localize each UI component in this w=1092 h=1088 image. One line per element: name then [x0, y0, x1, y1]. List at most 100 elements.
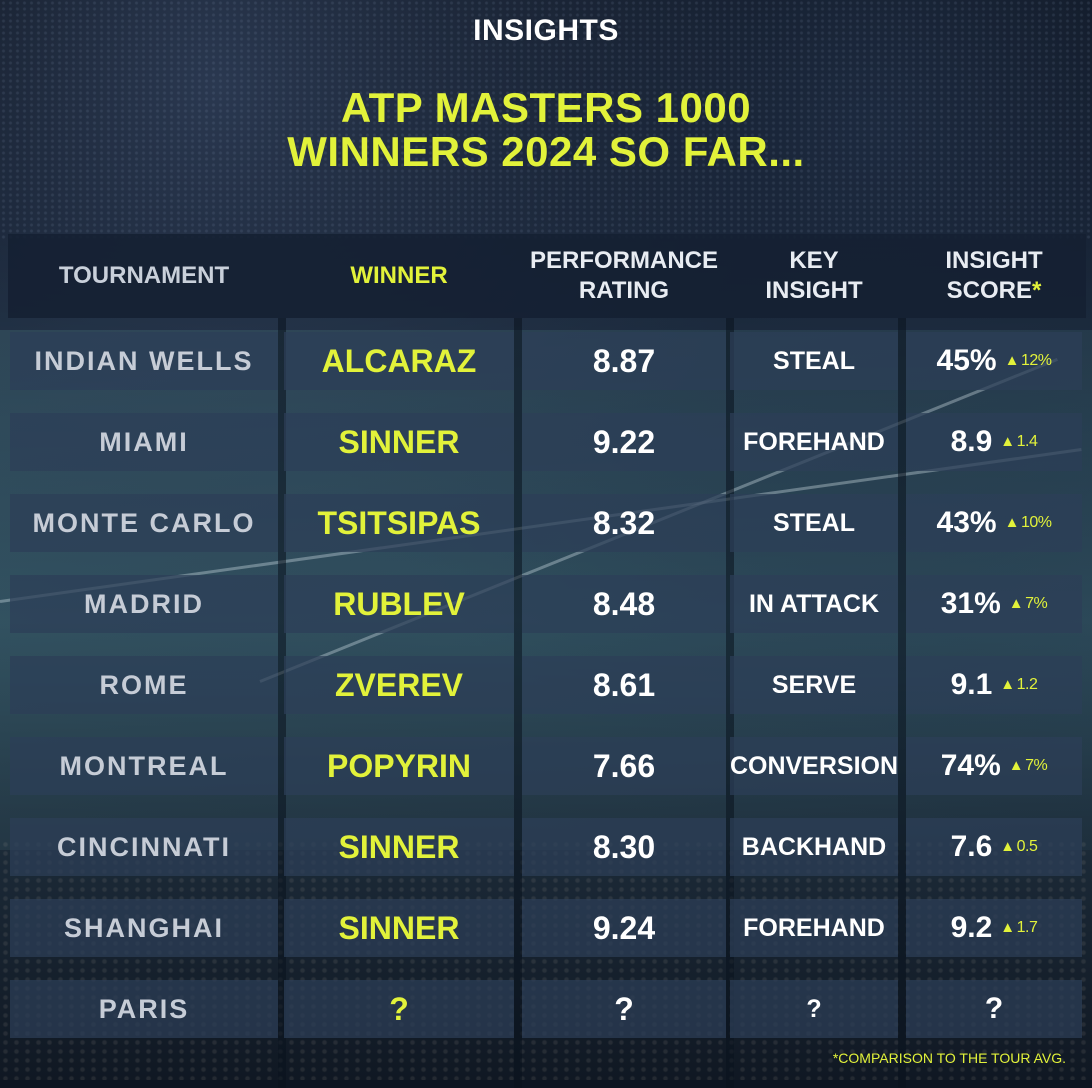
footnote: *COMPARISON TO THE TOUR AVG. [832, 1050, 1066, 1066]
key-insight-cell: STEAL [730, 332, 898, 390]
winner-cell: POPYRIN [284, 737, 514, 795]
tournament-cell: SHANGHAI [10, 899, 278, 957]
title-line-1: ATP MASTERS 1000 [340, 84, 752, 131]
table-row: MIAMI SINNER 9.22 FOREHAND 8.9 ▲ 1.4 [8, 413, 1086, 471]
col-header-score-line1: INSIGHT [945, 247, 1043, 274]
insight-score-cell: 9.2 ▲ 1.7 [906, 899, 1082, 957]
up-triangle-icon: ▲ [1000, 919, 1015, 936]
delta-badge: ▲ 7% [1008, 595, 1048, 613]
column-divider [898, 318, 906, 1088]
col-header-winner-label: WINNER [350, 262, 448, 289]
performance-rating-cell: 8.87 [522, 332, 726, 390]
up-triangle-icon: ▲ [1000, 676, 1015, 693]
tournament-cell: PARIS [10, 980, 278, 1038]
insight-score-value: 9.1 [950, 668, 993, 701]
tournament-cell: MONTREAL [10, 737, 278, 795]
col-header-performance-line1: PERFORMANCE [529, 247, 718, 274]
col-header-performance: PERFORMANCE RATING [522, 234, 726, 318]
insight-score-cell: 9.1 ▲ 1.2 [906, 656, 1082, 714]
insight-score-value: 31% [940, 587, 1001, 620]
delta-badge: ▲ 0.5 [1000, 838, 1038, 856]
title-line-2: WINNERS 2024 SO FAR... [287, 128, 805, 175]
section-label: INSIGHTS [473, 14, 619, 47]
up-triangle-icon: ▲ [1004, 352, 1020, 369]
col-header-tournament: TOURNAMENT [10, 234, 278, 318]
table-row: INDIAN WELLS ALCARAZ 8.87 STEAL 45% ▲ 12% [8, 332, 1086, 390]
tournament-cell: MONTE CARLO [10, 494, 278, 552]
key-insight-cell: STEAL [730, 494, 898, 552]
col-header-key-insight: KEY INSIGHT [730, 234, 898, 318]
insight-score-value: ? [984, 992, 1004, 1025]
table-row: CINCINNATI SINNER 8.30 BACKHAND 7.6 ▲ 0.5 [8, 818, 1086, 876]
winner-cell: RUBLEV [284, 575, 514, 633]
winner-cell: SINNER [284, 899, 514, 957]
winner-cell: ALCARAZ [284, 332, 514, 390]
tournament-cell: CINCINNATI [10, 818, 278, 876]
key-insight-cell: IN ATTACK [730, 575, 898, 633]
table-header: TOURNAMENT WINNER PERFORMANCE RATING KEY… [8, 234, 1086, 318]
winner-cell: SINNER [284, 413, 514, 471]
tournament-cell: MADRID [10, 575, 278, 633]
insight-score-cell: 31% ▲ 7% [906, 575, 1082, 633]
performance-rating-cell: 8.32 [522, 494, 726, 552]
crowd-backdrop-bottom [0, 840, 1092, 1080]
performance-rating-cell: 8.48 [522, 575, 726, 633]
delta-value: 12% [1020, 352, 1052, 369]
performance-rating-cell: 9.22 [522, 413, 726, 471]
tournament-cell: MIAMI [10, 413, 278, 471]
page-title: ATP MASTERS 1000 WINNERS 2024 SO FAR... [0, 86, 1092, 174]
winner-cell: ? [284, 980, 514, 1038]
insight-score-value: 8.9 [950, 425, 993, 458]
table-row: PARIS???? [8, 980, 1086, 1038]
footnote-marker: * [1032, 277, 1042, 304]
delta-value: 10% [1020, 514, 1052, 531]
delta-badge: ▲ 7% [1009, 757, 1048, 775]
key-insight-cell: SERVE [730, 656, 898, 714]
col-header-winner: WINNER [284, 234, 514, 318]
tournament-cell: ROME [10, 656, 278, 714]
delta-badge: ▲ 1.7 [1000, 919, 1038, 937]
winner-cell: ZVEREV [284, 656, 514, 714]
table-row: MONTE CARLO TSITSIPAS 8.32 STEAL 43% ▲ 10% [8, 494, 1086, 552]
performance-rating-cell: 7.66 [522, 737, 726, 795]
table-row: MADRID RUBLEV 8.48 IN ATTACK 31% ▲ 7% [8, 575, 1086, 633]
insight-score-cell: 74% ▲ 7% [906, 737, 1082, 795]
col-header-insight-score: INSIGHT SCORE* [906, 234, 1082, 318]
column-divider [278, 318, 286, 1088]
insight-score-cell: 8.9 ▲ 1.4 [906, 413, 1082, 471]
col-header-key-line2: INSIGHT [765, 277, 863, 304]
up-triangle-icon: ▲ [1008, 595, 1024, 612]
key-insight-cell: FOREHAND [730, 899, 898, 957]
performance-rating-cell: 8.61 [522, 656, 726, 714]
up-triangle-icon: ▲ [1000, 838, 1015, 855]
delta-value: 1.7 [1016, 919, 1038, 936]
insight-score-value: 7.6 [950, 830, 993, 863]
insight-score-cell: 43% ▲ 10% [906, 494, 1082, 552]
table-row: SHANGHAI SINNER 9.24 FOREHAND 9.2 ▲ 1.7 [8, 899, 1086, 957]
column-divider [514, 318, 522, 1088]
col-header-key-line1: KEY [789, 247, 839, 274]
delta-value: 1.2 [1016, 676, 1038, 693]
tournament-cell: INDIAN WELLS [10, 332, 278, 390]
insight-score-cell: ? [906, 980, 1082, 1038]
performance-rating-cell: 8.30 [522, 818, 726, 876]
delta-badge: ▲ 1.4 [1000, 433, 1038, 451]
delta-badge: ▲ 1.2 [1000, 676, 1038, 694]
insight-score-value: 9.2 [950, 911, 993, 944]
key-insight-cell: ? [730, 980, 898, 1038]
delta-value: 1.4 [1016, 433, 1038, 450]
table-row: MONTREAL POPYRIN 7.66 CONVERSION 74% ▲ 7% [8, 737, 1086, 795]
key-insight-cell: BACKHAND [730, 818, 898, 876]
delta-badge: ▲ 10% [1005, 514, 1052, 532]
delta-badge: ▲ 12% [1005, 352, 1052, 370]
col-header-performance-line2: RATING [578, 277, 670, 304]
insight-score-value: 74% [940, 749, 1001, 782]
winner-cell: TSITSIPAS [284, 494, 514, 552]
crowd-backdrop [0, 0, 1092, 240]
key-insight-cell: CONVERSION [730, 737, 898, 795]
winner-cell: SINNER [284, 818, 514, 876]
up-triangle-icon: ▲ [1000, 433, 1015, 450]
key-insight-cell: FOREHAND [730, 413, 898, 471]
delta-value: 7% [1025, 757, 1048, 774]
performance-rating-cell: 9.24 [522, 899, 726, 957]
